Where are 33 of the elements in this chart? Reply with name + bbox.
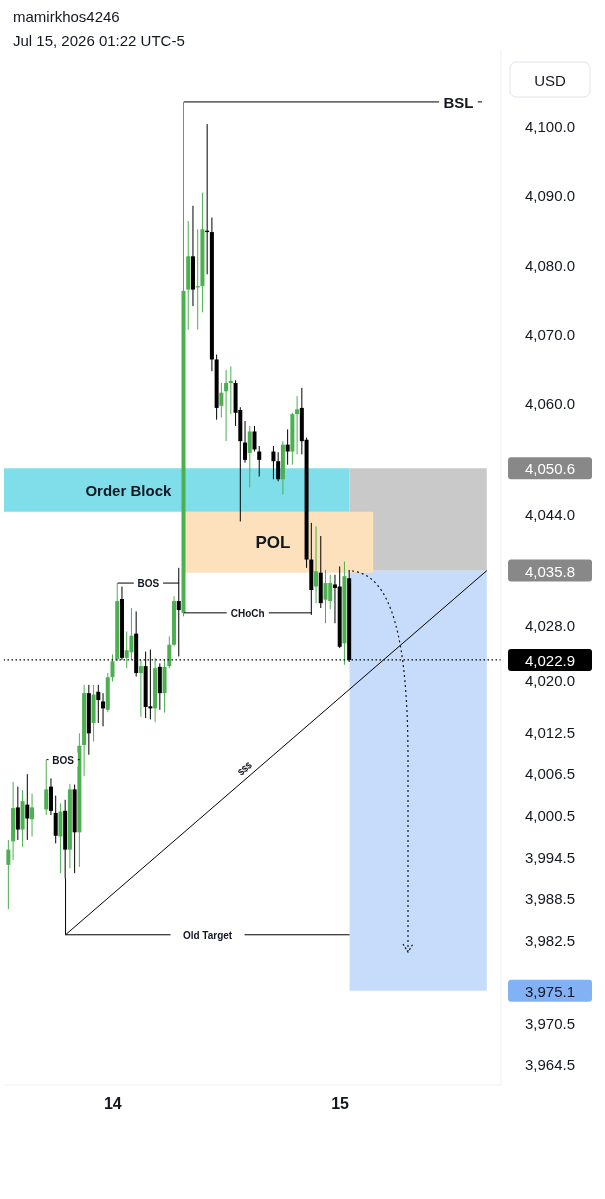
annotation: CHoCh <box>230 607 265 619</box>
y-tick-label: 4,028.0 <box>524 616 576 634</box>
y-tick-label: 4,000.5 <box>524 806 576 824</box>
y-tick-label: 4,060.0 <box>524 394 576 412</box>
text: Jul 15, 2026 01:22 UTC-5 <box>13 31 185 51</box>
y-tick-label: 4,020.0 <box>524 671 576 689</box>
y-tick-label: 4,044.0 <box>524 505 576 523</box>
annotation: BOS <box>137 577 160 589</box>
annotation: BSL <box>443 93 474 111</box>
x-tick-label: 14 <box>103 1094 122 1112</box>
annotation: POL <box>255 532 291 552</box>
y-tick-label: 4,012.5 <box>524 723 576 741</box>
y-tick-label: 3,988.5 <box>524 889 576 907</box>
x-tick-label: 15 <box>331 1094 350 1112</box>
y-tick-label: 4,100.0 <box>524 117 576 135</box>
y-axis-title: USD <box>534 71 566 89</box>
y-tick-label: 4,035.8 <box>524 562 576 580</box>
y-tick-label: 4,070.0 <box>524 325 576 343</box>
y-tick-label: 3,964.5 <box>524 1055 576 1073</box>
y-tick-label: 3,970.5 <box>524 1014 576 1032</box>
text: mamirkhos4246 <box>13 7 121 27</box>
y-tick-label: 4,080.0 <box>524 256 576 274</box>
y-tick-label: 3,994.5 <box>524 848 576 866</box>
y-tick-label: 4,006.5 <box>524 764 576 782</box>
annotation: Old Target <box>182 929 233 941</box>
y-tick-label: 3,975.1 <box>524 982 576 1000</box>
y-tick-label: 4,090.0 <box>524 186 576 204</box>
annotation: BOS <box>52 754 75 766</box>
annotation: Order Block <box>85 481 172 499</box>
annotation: $$$ <box>235 760 254 778</box>
y-tick-label: 3,982.5 <box>524 931 576 949</box>
y-tick-label: 4,050.6 <box>524 459 576 477</box>
ref-line-label: 4,022.9 <box>524 651 576 669</box>
